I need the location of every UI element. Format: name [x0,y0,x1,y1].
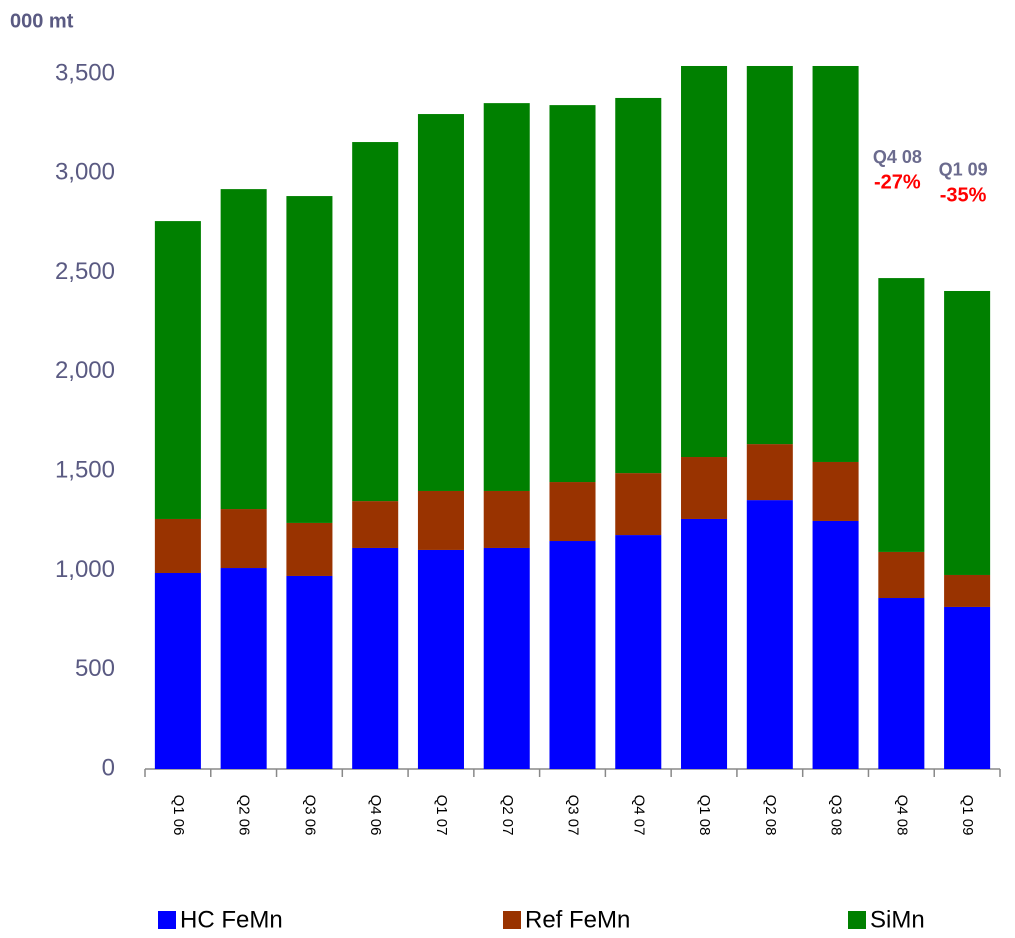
bar-segment [483,490,530,548]
bar-segment [681,518,728,769]
bar-segment [154,572,201,769]
bar-segment [615,473,662,536]
bar-segment [154,221,201,519]
bar-segment [417,549,464,769]
legend-label: SiMn [870,906,925,933]
legend-label: Ref FeMn [525,906,630,933]
x-tick-label: Q2 06 [236,795,253,836]
bar-segment [615,97,662,474]
bar-segment [483,547,530,769]
bar-segment [154,518,201,573]
legend-swatch [503,911,521,929]
legend-swatch [158,911,176,929]
y-axis-label: 000 mt [10,10,74,32]
bar-segment [352,142,399,502]
x-tick-label: Q1 06 [170,795,187,836]
legend-label: HC FeMn [180,906,283,933]
y-tick-label: 0 [102,754,115,781]
x-tick-label: Q3 07 [565,795,582,836]
annotation-label: Q1 09 [939,160,988,180]
y-tick-label: 2,000 [55,357,115,384]
y-tick-label: 3,000 [55,159,115,186]
x-tick-label: Q2 08 [762,795,779,836]
bar-segment [746,65,793,445]
bar-segment [220,189,267,510]
y-tick-label: 2,500 [55,258,115,285]
bar-segment [812,65,859,462]
bar-segment [483,103,530,491]
bar-segment [286,196,333,523]
bar-segment [549,482,596,542]
bar-segment [878,278,925,552]
x-tick-label: Q2 07 [499,795,516,836]
bar-segment [746,444,793,501]
x-tick-label: Q1 08 [696,795,713,836]
x-tick-label: Q4 06 [367,795,384,836]
legend-swatch [848,911,866,929]
bar-segment [352,501,399,548]
bar-segment [681,65,728,458]
bar-segment [812,461,859,521]
bar-segment [878,551,925,599]
x-tick-label: Q4 08 [893,795,910,836]
bar-segment [549,541,596,769]
annotation-change: -27% [874,171,921,193]
bar-segment [615,535,662,769]
bar-segment [220,568,267,769]
bar-segment [878,598,925,769]
x-tick-label: Q3 08 [828,795,845,836]
annotation-change: -35% [940,184,987,206]
bar-segment [944,606,991,769]
bar-segment [286,575,333,769]
x-tick-label: Q3 06 [301,795,318,836]
bar-segment [352,547,399,769]
bar-segment [944,574,991,607]
bar-segment [417,490,464,550]
bar-segment [746,500,793,769]
bar-segment [286,522,333,576]
x-tick-label: Q1 07 [433,795,450,836]
x-tick-label: Q1 09 [959,795,976,836]
bar-segment [812,520,859,769]
bar-segment [944,290,991,575]
bar-segment [549,105,596,483]
y-tick-label: 500 [75,655,115,682]
bar-segment [220,509,267,569]
y-tick-label: 3,500 [55,59,115,86]
annotation-label: Q4 08 [873,147,922,167]
bar-segment [681,457,728,519]
bar-segment [417,114,464,491]
y-tick-label: 1,000 [55,556,115,583]
x-tick-label: Q4 07 [630,795,647,836]
y-tick-label: 1,500 [55,456,115,483]
